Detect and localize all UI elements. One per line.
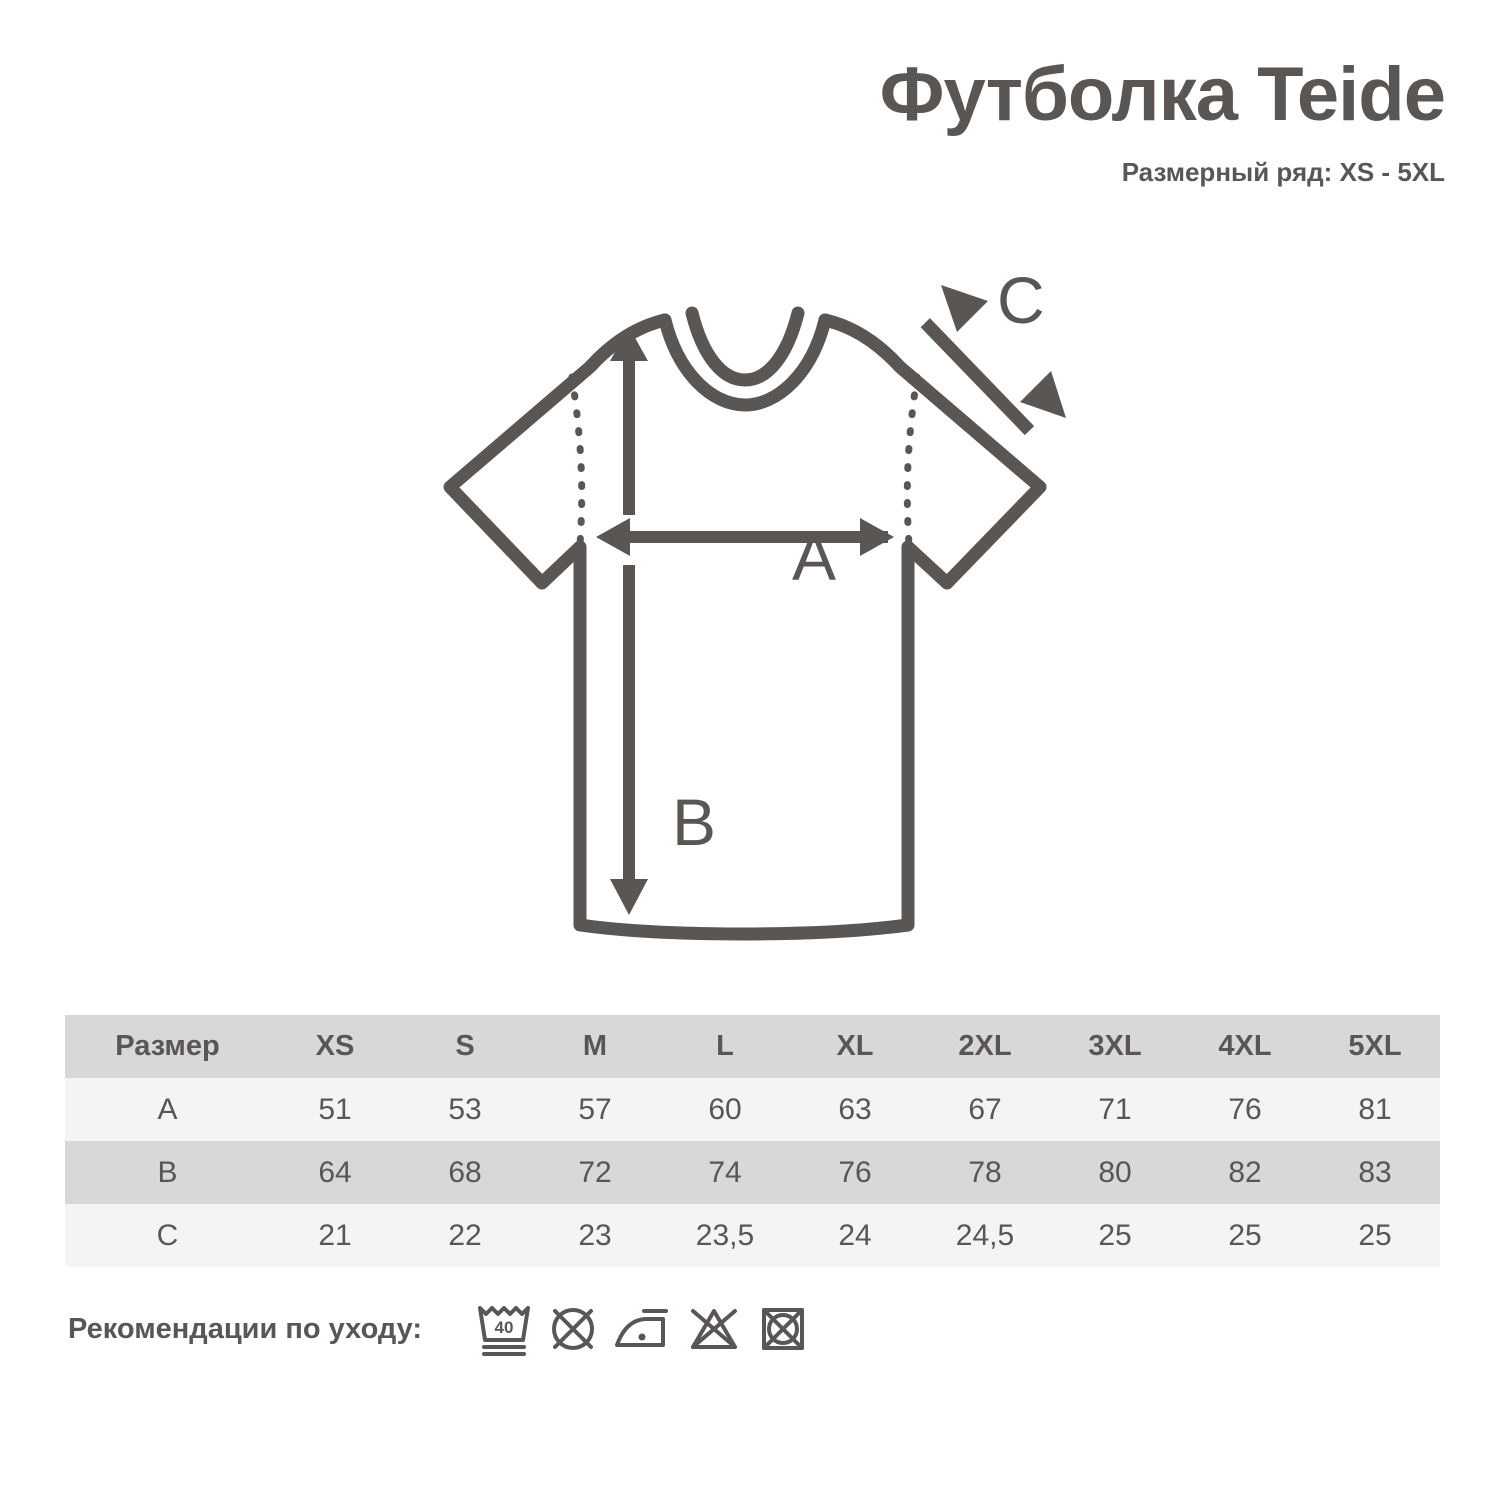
cell-b-xl: 76: [790, 1141, 920, 1204]
sleeve-seam-right: [903, 373, 921, 549]
do-not-dry-clean-icon: [552, 1308, 595, 1350]
wash-40-delicate-icon: 40: [478, 1306, 531, 1356]
cell-b-3xl: 80: [1050, 1141, 1180, 1204]
size-table: Размер XS S M L XL 2XL 3XL 4XL 5XL A 51 …: [65, 1015, 1440, 1267]
tshirt-diagram: A B C: [420, 265, 1120, 965]
header: Футболка Teide Размерный ряд: XS - 5XL: [545, 52, 1446, 188]
do-not-tumble-dry-icon: [762, 1308, 805, 1350]
cell-c-l: 23,5: [660, 1204, 790, 1267]
column-header-3xl: 3XL: [1050, 1015, 1180, 1078]
row-label-b: B: [65, 1141, 270, 1204]
cell-b-5xl: 83: [1310, 1141, 1440, 1204]
cell-c-m: 23: [530, 1204, 660, 1267]
care-instructions-label: Рекомендации по уходу:: [68, 1312, 423, 1345]
cell-b-4xl: 82: [1180, 1141, 1310, 1204]
dimension-label-b: B: [672, 785, 716, 859]
column-header-4xl: 4XL: [1180, 1015, 1310, 1078]
cell-c-xs: 21: [270, 1204, 400, 1267]
cell-a-5xl: 81: [1310, 1078, 1440, 1141]
column-header-size: Размер: [65, 1015, 270, 1078]
care-icon-list: 40: [476, 1300, 810, 1358]
measurement-arrow-b: [610, 565, 648, 915]
measurement-arrow-c: [920, 285, 1066, 436]
column-header-l: L: [660, 1015, 790, 1078]
dimension-label-a: A: [792, 520, 836, 594]
cell-a-3xl: 71: [1050, 1078, 1180, 1141]
table-header-row: Размер XS S M L XL 2XL 3XL 4XL 5XL: [65, 1015, 1440, 1078]
cell-a-xl: 63: [790, 1078, 920, 1141]
cell-b-m: 72: [530, 1141, 660, 1204]
cell-c-3xl: 25: [1050, 1204, 1180, 1267]
table-body: A 51 53 57 60 63 67 71 76 81 B 64 68 72 …: [65, 1078, 1440, 1267]
row-label-a: A: [65, 1078, 270, 1141]
do-not-bleach-icon: [691, 1309, 738, 1349]
cell-c-4xl: 25: [1180, 1204, 1310, 1267]
column-header-5xl: 5XL: [1310, 1015, 1440, 1078]
column-header-m: M: [530, 1015, 660, 1078]
column-header-xs: XS: [270, 1015, 400, 1078]
cell-c-5xl: 25: [1310, 1204, 1440, 1267]
dimension-label-c: C: [997, 265, 1045, 337]
table-row: A 51 53 57 60 63 67 71 76 81: [65, 1078, 1440, 1141]
measurement-arrow-shoulder: [610, 327, 648, 515]
table-row: B 64 68 72 74 76 78 80 82 83: [65, 1141, 1440, 1204]
size-range-subtitle: Размерный ряд: XS - 5XL: [1121, 156, 1445, 187]
cell-c-xl: 24: [790, 1204, 920, 1267]
column-header-2xl: 2XL: [920, 1015, 1050, 1078]
cell-a-4xl: 76: [1180, 1078, 1310, 1141]
sleeve-seam-left: [568, 373, 586, 549]
tshirt-outline-icon: A B C: [443, 265, 1066, 941]
row-label-c: C: [65, 1204, 270, 1267]
measurement-arrow-a: [596, 518, 894, 556]
cell-b-xs: 64: [270, 1141, 400, 1204]
table-row: C 21 22 23 23,5 24 24,5 25 25 25: [65, 1204, 1440, 1267]
column-header-xl: XL: [790, 1015, 920, 1078]
cell-c-s: 22: [400, 1204, 530, 1267]
cell-c-2xl: 24,5: [920, 1204, 1050, 1267]
care-instructions: Рекомендации по уходу: 40: [68, 1300, 810, 1358]
cell-b-2xl: 78: [920, 1141, 1050, 1204]
cell-b-s: 68: [400, 1141, 530, 1204]
cell-b-l: 74: [660, 1141, 790, 1204]
cell-a-l: 60: [660, 1078, 790, 1141]
page-title: Футболка Teide: [879, 52, 1446, 137]
iron-low-one-dot-icon: [615, 1309, 669, 1347]
wash-temperature-value: 40: [495, 1318, 514, 1337]
cell-a-m: 57: [530, 1078, 660, 1141]
cell-a-xs: 51: [270, 1078, 400, 1141]
cell-a-s: 53: [400, 1078, 530, 1141]
table-header: Размер XS S M L XL 2XL 3XL 4XL 5XL: [65, 1015, 1440, 1078]
column-header-s: S: [400, 1015, 530, 1078]
cell-a-2xl: 67: [920, 1078, 1050, 1141]
